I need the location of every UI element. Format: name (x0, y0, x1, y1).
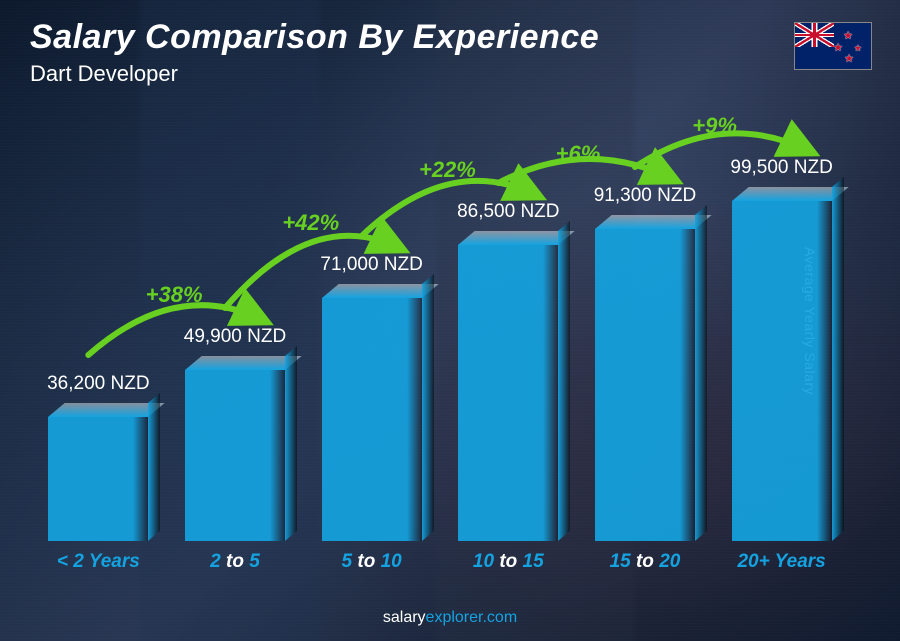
bar-value-label: 86,500 NZD (438, 201, 578, 223)
bar-value-label: 49,900 NZD (165, 326, 305, 348)
x-axis-label: 5 to 10 (307, 551, 437, 573)
bar-group: 91,300 NZD (580, 229, 710, 541)
bar (48, 417, 148, 541)
footer-prefix: salary (383, 609, 426, 626)
bars-row: 36,200 NZD49,900 NZD71,000 NZD86,500 NZD… (30, 120, 850, 541)
chart-container: Salary Comparison By Experience Dart Dev… (0, 0, 900, 641)
x-axis-label: 20+ Years (717, 551, 847, 573)
increase-pct-label: +42% (282, 210, 339, 236)
bar (322, 298, 422, 541)
bar-value-label: 99,500 NZD (712, 157, 852, 179)
x-axis-label: 15 to 20 (580, 551, 710, 573)
bar-value-label: 71,000 NZD (302, 254, 442, 276)
bar (732, 201, 832, 541)
increase-pct-label: +22% (419, 157, 476, 183)
bar (185, 370, 285, 541)
chart-subtitle: Dart Developer (30, 61, 870, 87)
bar-group: 99,500 NZD (717, 201, 847, 541)
x-axis-label: 2 to 5 (170, 551, 300, 573)
header: Salary Comparison By Experience Dart Dev… (30, 18, 870, 87)
chart-title: Salary Comparison By Experience (30, 18, 870, 57)
bar-group: 86,500 NZD (443, 245, 573, 541)
bar (595, 229, 695, 541)
x-axis-label: 10 to 15 (443, 551, 573, 573)
increase-pct-label: +9% (692, 113, 737, 139)
increase-pct-label: +38% (146, 282, 203, 308)
bar-value-label: 91,300 NZD (575, 185, 715, 207)
footer-brand: salaryexplorer.com (0, 609, 900, 627)
bar (458, 245, 558, 541)
chart-area: 36,200 NZD49,900 NZD71,000 NZD86,500 NZD… (30, 120, 850, 571)
bar-group: 49,900 NZD (170, 370, 300, 541)
bar-value-label: 36,200 NZD (28, 373, 168, 395)
bar-group: 36,200 NZD (33, 417, 163, 541)
x-axis-labels: < 2 Years 2 to 5 5 to 10 10 to 15 15 to 20 20… (30, 551, 850, 573)
footer-suffix: explorer.com (426, 609, 518, 626)
nz-flag-icon: ★ ★ ★ ★ (794, 22, 872, 70)
x-axis-label: < 2 Years (33, 551, 163, 573)
bar-group: 71,000 NZD (307, 298, 437, 541)
increase-pct-label: +6% (556, 141, 601, 167)
